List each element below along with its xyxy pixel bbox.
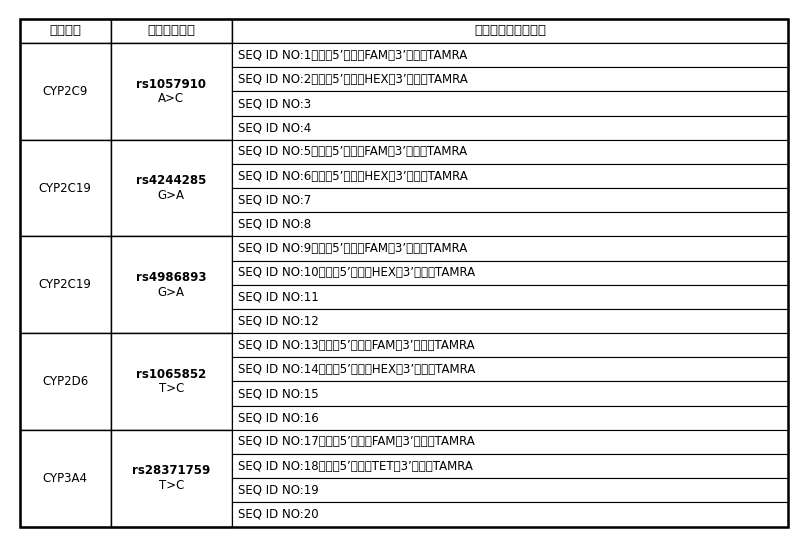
Bar [20, 333, 110, 430]
Bar [232, 381, 788, 406]
Bar [232, 91, 788, 116]
Bar [232, 19, 788, 43]
Text: SEQ ID NO:19: SEQ ID NO:19 [238, 484, 319, 497]
Text: SEQ ID NO:16: SEQ ID NO:16 [238, 411, 319, 424]
Bar [232, 406, 788, 430]
Bar [110, 43, 232, 140]
Bar [232, 68, 788, 91]
Text: rs1057910: rs1057910 [136, 78, 206, 91]
Text: G>A: G>A [158, 286, 185, 299]
Bar [20, 430, 110, 526]
Bar [232, 357, 788, 381]
Text: SEQ ID NO:17，其中5’端标记FAM，3’端标记TAMRA: SEQ ID NO:17，其中5’端标记FAM，3’端标记TAMRA [238, 435, 475, 448]
Text: SEQ ID NO:15: SEQ ID NO:15 [238, 387, 319, 400]
Text: CYP3A4: CYP3A4 [43, 471, 88, 485]
Text: SEQ ID NO:8: SEQ ID NO:8 [238, 218, 311, 231]
Bar [232, 430, 788, 454]
Text: SEQ ID NO:10，其中5’端标记HEX，3’端标记TAMRA: SEQ ID NO:10，其中5’端标记HEX，3’端标记TAMRA [238, 266, 475, 279]
Text: SEQ ID NO:7: SEQ ID NO:7 [238, 194, 312, 207]
Text: A>C: A>C [158, 92, 184, 105]
Bar [232, 309, 788, 333]
Text: SEQ ID NO:3: SEQ ID NO:3 [238, 97, 311, 110]
Text: SEQ ID NO:20: SEQ ID NO:20 [238, 508, 319, 521]
Text: SEQ ID NO:2，其中5’端标记HEX，3’端标记TAMRA: SEQ ID NO:2，其中5’端标记HEX，3’端标记TAMRA [238, 73, 468, 86]
Text: CYP2C19: CYP2C19 [39, 181, 92, 194]
Bar [232, 261, 788, 285]
Bar [232, 140, 788, 164]
Text: 候检基因位点: 候检基因位点 [147, 24, 195, 37]
Text: SEQ ID NO:5，其中5’端标记FAM，3’端标记TAMRA: SEQ ID NO:5，其中5’端标记FAM，3’端标记TAMRA [238, 145, 467, 158]
Text: SEQ ID NO:13，其中5’端标记FAM，3’端标记TAMRA: SEQ ID NO:13，其中5’端标记FAM，3’端标记TAMRA [238, 339, 475, 352]
Bar [232, 43, 788, 68]
Bar [232, 237, 788, 261]
Bar [20, 19, 110, 43]
Bar [20, 140, 110, 237]
Bar [110, 430, 232, 526]
Text: 检测探针及引物序列: 检测探针及引物序列 [474, 24, 546, 37]
Bar [232, 164, 788, 188]
Text: T>C: T>C [158, 479, 184, 492]
Text: SEQ ID NO:14，其中5’端标记HEX，3’端标记TAMRA: SEQ ID NO:14，其中5’端标记HEX，3’端标记TAMRA [238, 363, 476, 376]
Bar [232, 333, 788, 357]
Text: SEQ ID NO:12: SEQ ID NO:12 [238, 314, 319, 328]
Text: rs4244285: rs4244285 [136, 174, 206, 187]
Text: rs4986893: rs4986893 [136, 271, 206, 284]
Bar [232, 116, 788, 140]
Bar [232, 212, 788, 237]
Text: SEQ ID NO:4: SEQ ID NO:4 [238, 121, 312, 134]
Text: SEQ ID NO:6，其中5’端标记HEX，3’端标记TAMRA: SEQ ID NO:6，其中5’端标记HEX，3’端标记TAMRA [238, 170, 468, 183]
Text: rs28371759: rs28371759 [132, 464, 210, 477]
Text: CYP2C9: CYP2C9 [42, 85, 88, 98]
Bar [110, 237, 232, 333]
Bar [110, 19, 232, 43]
Bar [110, 333, 232, 430]
Text: rs1065852: rs1065852 [136, 368, 206, 381]
Bar [20, 43, 110, 140]
Text: SEQ ID NO:9，其中5’端标记FAM，3’端标记TAMRA: SEQ ID NO:9，其中5’端标记FAM，3’端标记TAMRA [238, 242, 468, 255]
Bar [232, 285, 788, 309]
Text: SEQ ID NO:11: SEQ ID NO:11 [238, 291, 319, 303]
Text: G>A: G>A [158, 189, 185, 202]
Text: SEQ ID NO:1，其中5’端标记FAM，3’端标记TAMRA: SEQ ID NO:1，其中5’端标记FAM，3’端标记TAMRA [238, 49, 468, 62]
Text: 检测基因: 检测基因 [50, 24, 82, 37]
Text: CYP2C19: CYP2C19 [39, 278, 92, 291]
Text: CYP2D6: CYP2D6 [42, 375, 89, 388]
Text: T>C: T>C [158, 382, 184, 395]
Bar [232, 478, 788, 502]
Text: SEQ ID NO:18，其中5’端标记TET，3’端标记TAMRA: SEQ ID NO:18，其中5’端标记TET，3’端标记TAMRA [238, 460, 474, 472]
Bar [232, 502, 788, 526]
Bar [232, 454, 788, 478]
Bar [232, 188, 788, 212]
Bar [20, 237, 110, 333]
Bar [110, 140, 232, 237]
